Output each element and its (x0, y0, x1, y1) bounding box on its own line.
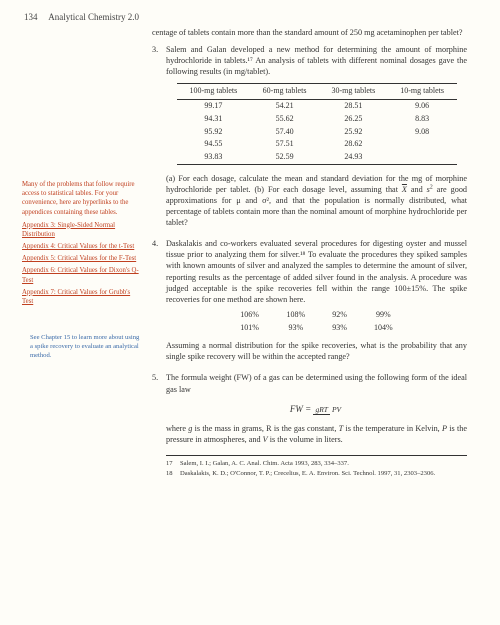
table-header: 10-mg tablets (388, 84, 457, 100)
table-cell (388, 138, 457, 151)
spike-recovery-table: 106%108%92%99% 101%93%93%104% (227, 309, 407, 335)
q5-c: is the temperature in Kelvin, (343, 424, 442, 433)
table-cell (388, 151, 457, 164)
formula-denominator: PV (330, 405, 343, 414)
table-cell: 26.25 (319, 113, 388, 126)
q5-text: The formula weight (FW) of a gas can be … (166, 372, 467, 394)
table-cell: 55.62 (250, 113, 319, 126)
morphine-dosage-table: 100-mg tablets 60-mg tablets 30-mg table… (177, 83, 457, 165)
question-3: 3. Salem and Galan developed a new metho… (152, 44, 467, 234)
footnote-num: 18 (166, 470, 180, 479)
sidebar-note: Many of the problems that follow require… (22, 180, 140, 217)
sidebar: Many of the problems that follow require… (22, 180, 140, 361)
q4-text: Daskalakis and co-workers evaluated seve… (166, 238, 467, 304)
table-header: 30-mg tablets (319, 84, 388, 100)
q3-number: 3. (152, 44, 166, 234)
main-content: centage of tablets contain more than the… (152, 27, 467, 485)
q4-number: 4. (152, 238, 166, 368)
table-cell: 106% (227, 309, 273, 322)
book-title: Analytical Chemistry 2.0 (48, 12, 139, 22)
page-number: 134 (24, 12, 38, 22)
q5-a: where (166, 424, 188, 433)
table-header: 60-mg tablets (250, 84, 319, 100)
table-cell: 28.62 (319, 138, 388, 151)
table-header: 100-mg tablets (177, 84, 251, 100)
table-cell: 94.55 (177, 138, 251, 151)
q5-number: 5. (152, 372, 166, 481)
q5-e: is the volume in liters. (268, 435, 343, 444)
page-header: 134 Analytical Chemistry 2.0 (24, 12, 139, 22)
table-cell: 93% (273, 322, 319, 335)
q5-after: where g is the mass in grams, R is the g… (166, 423, 467, 445)
table-cell: 52.59 (250, 151, 319, 164)
sidebar-note-chapter15: See Chapter 15 to learn more about using… (22, 334, 140, 361)
table-cell: 94.31 (177, 113, 251, 126)
table-cell: 57.40 (250, 126, 319, 139)
table-cell: 108% (273, 309, 319, 322)
footnote-17: Salem, I. I.; Galan, A. C. Anal. Chim. A… (180, 460, 349, 469)
question-5: 5. The formula weight (FW) of a gas can … (152, 372, 467, 481)
question-4: 4. Daskalakis and co-workers evaluated s… (152, 238, 467, 368)
table-cell: 9.06 (388, 100, 457, 113)
footnote-num: 17 (166, 460, 180, 469)
formula-numerator: gRT (313, 405, 330, 415)
appendix-link-6[interactable]: Appendix 6: Critical Values for Dixon's … (22, 266, 140, 284)
table-cell: 99.17 (177, 100, 251, 113)
ideal-gas-formula: FW = gRTPV (166, 403, 467, 415)
table-cell: 54.21 (250, 100, 319, 113)
table-cell: 93% (319, 322, 360, 335)
appendix-link-7[interactable]: Appendix 7: Critical Values for Grubb's … (22, 288, 140, 306)
table-cell: 93.83 (177, 151, 251, 164)
appendix-link-4[interactable]: Appendix 4: Critical Values for the t-Te… (22, 242, 140, 251)
table-cell: 24.93 (319, 151, 388, 164)
q3-after-a: (a) For each dosage, calculate the mean … (166, 174, 467, 194)
appendix-link-3[interactable]: Appendix 3: Single-Sided Normal Distribu… (22, 221, 140, 239)
table-cell: 57.51 (250, 138, 319, 151)
q4-after: Assuming a normal distribution for the s… (166, 340, 467, 362)
table-cell: 8.83 (388, 113, 457, 126)
footnotes: 17Salem, I. I.; Galan, A. C. Anal. Chim.… (166, 455, 467, 479)
table-cell: 95.92 (177, 126, 251, 139)
table-cell: 104% (360, 322, 406, 335)
appendix-link-5[interactable]: Appendix 5: Critical Values for the F-Te… (22, 254, 140, 263)
table-cell: 101% (227, 322, 273, 335)
table-cell: 9.08 (388, 126, 457, 139)
table-cell: 25.92 (319, 126, 388, 139)
table-cell: 99% (360, 309, 406, 322)
formula-lhs: FW (290, 404, 303, 414)
q3-parts: (a) For each dosage, calculate the mean … (166, 173, 467, 228)
table-cell: 92% (319, 309, 360, 322)
q5-b: is the mass in grams, R is the gas const… (192, 424, 338, 433)
footnote-18: Daskalakis, K. D.; O'Connor, T. P.; Crec… (180, 470, 435, 479)
intro-continuation: centage of tablets contain more than the… (152, 27, 467, 38)
table-cell: 28.51 (319, 100, 388, 113)
q5-text-span: The formula weight (FW) of a gas can be … (166, 373, 467, 393)
q3-text: Salem and Galan developed a new method f… (166, 44, 467, 77)
